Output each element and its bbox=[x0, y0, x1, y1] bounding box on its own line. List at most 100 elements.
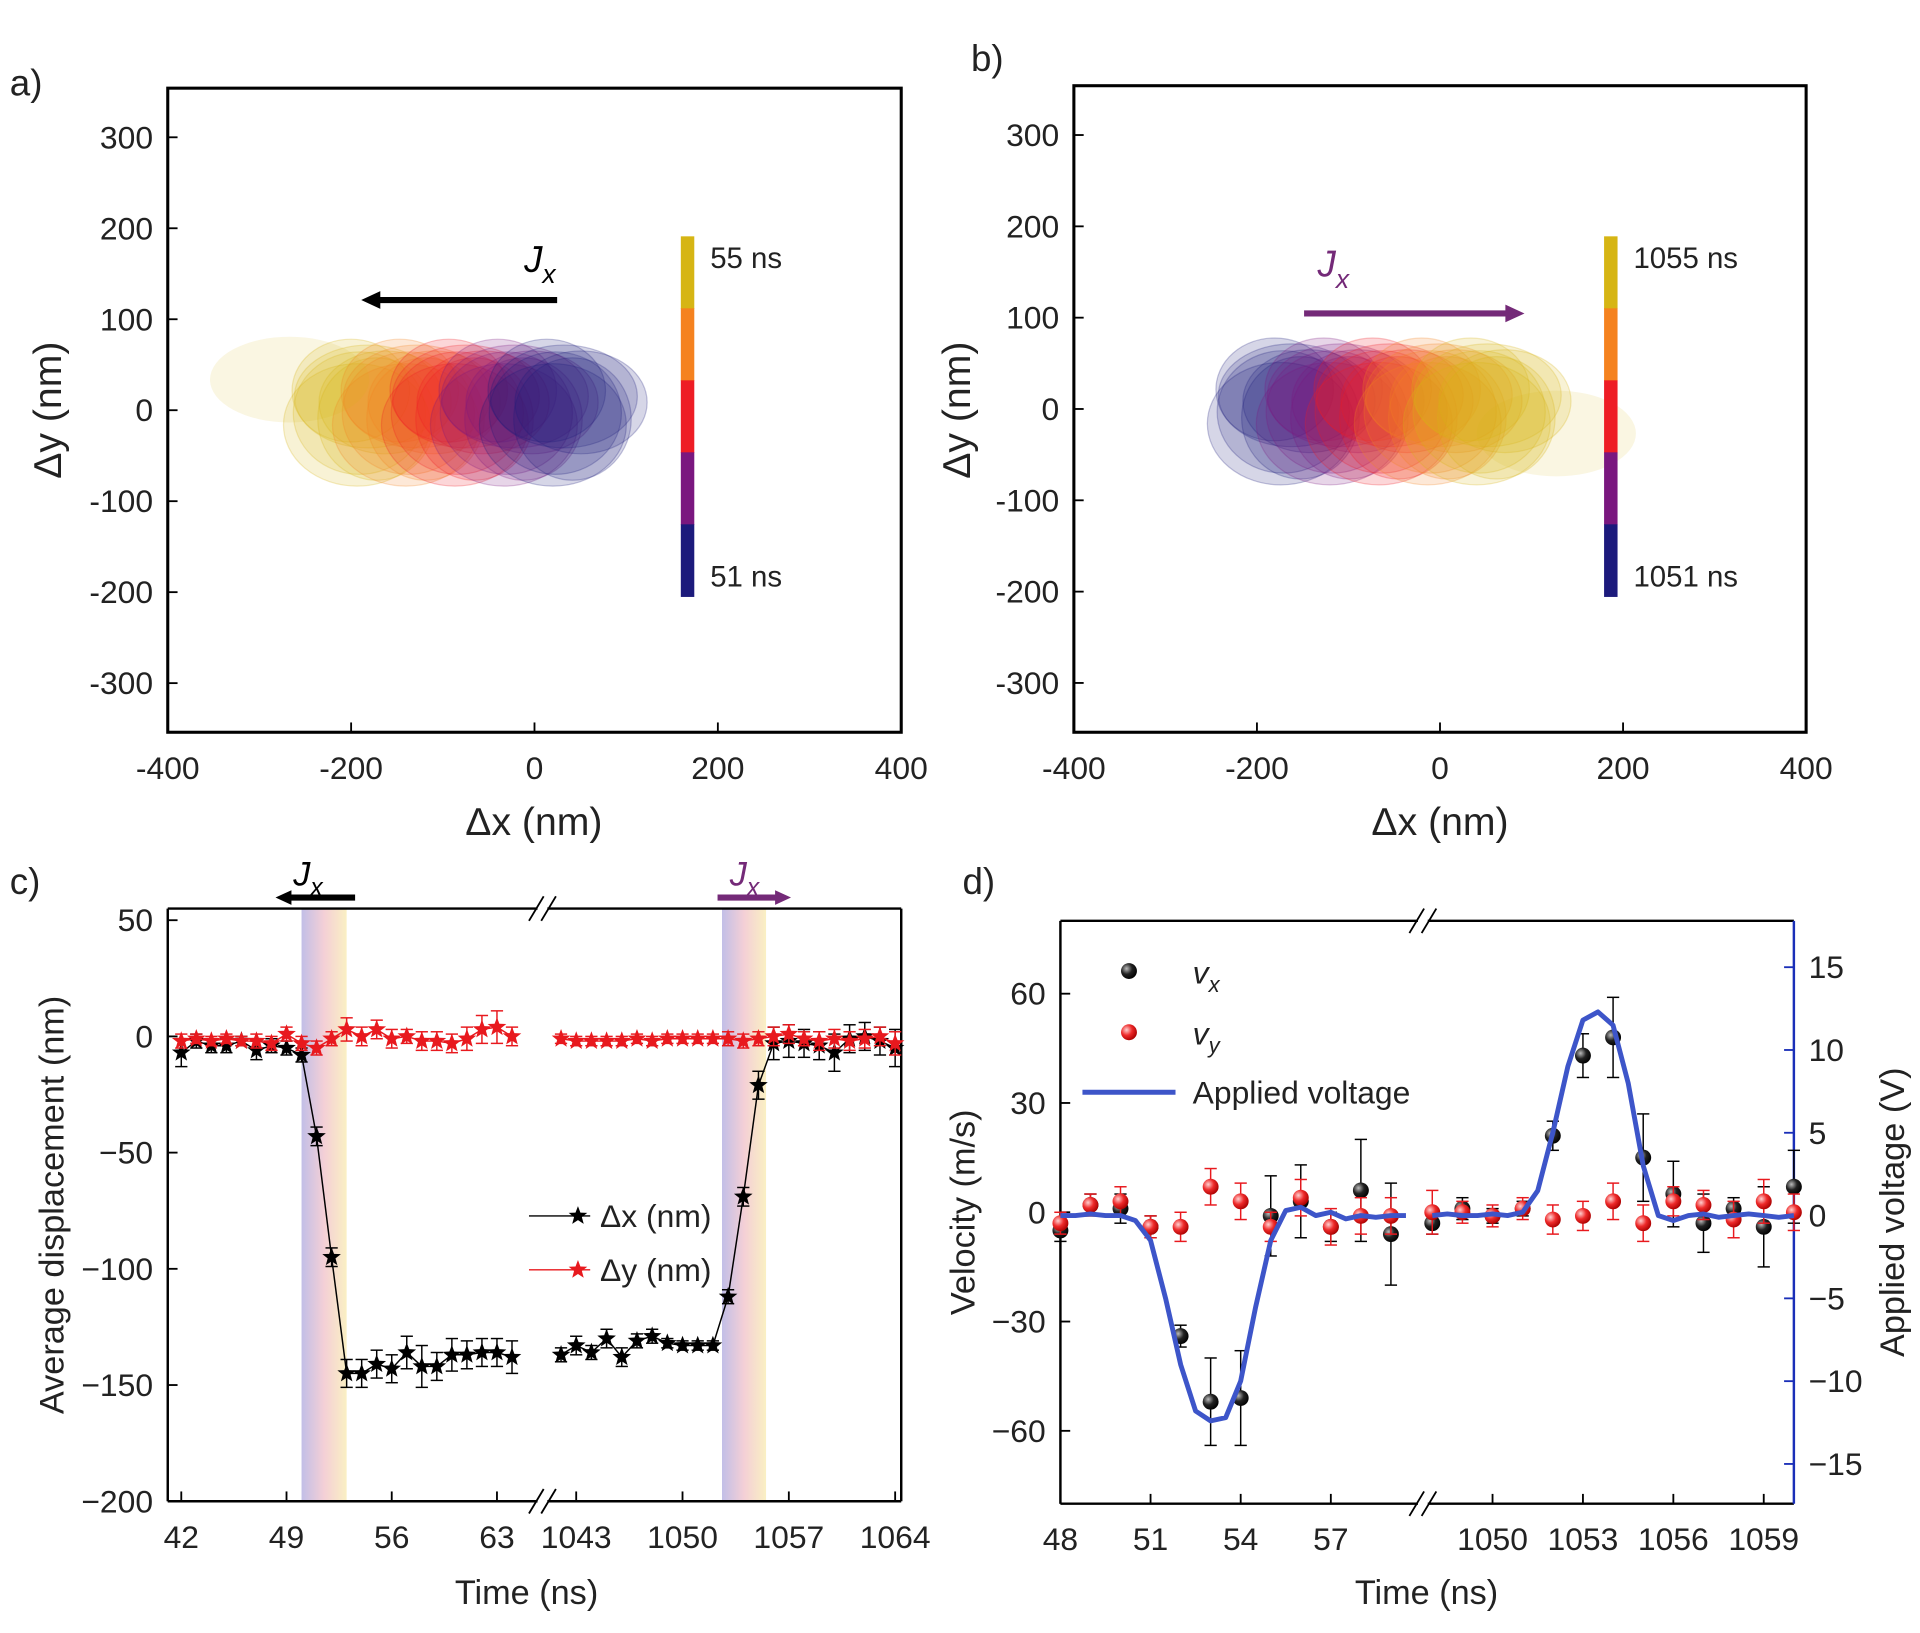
star-marker bbox=[688, 1335, 708, 1354]
domain-tail bbox=[210, 336, 370, 423]
domain-blob bbox=[317, 357, 436, 481]
domain-blob bbox=[391, 344, 540, 449]
arrow-head bbox=[1505, 304, 1525, 323]
domain-blob bbox=[1387, 355, 1507, 480]
domain-blob bbox=[514, 350, 648, 455]
domain-blob bbox=[1215, 337, 1335, 442]
point-marker bbox=[1605, 1193, 1622, 1210]
point-marker bbox=[1142, 1218, 1159, 1235]
domain-blob bbox=[429, 363, 578, 487]
domain-blob bbox=[1265, 350, 1399, 474]
star-marker bbox=[551, 1344, 571, 1363]
legend-label-sub: y bbox=[1207, 1033, 1222, 1058]
domain-blob bbox=[389, 338, 509, 443]
star-marker bbox=[627, 1331, 647, 1349]
domain-blob bbox=[1217, 343, 1366, 448]
colorbar-label: 1051 ns bbox=[1633, 561, 1738, 594]
annotation-sub: x bbox=[540, 259, 556, 289]
axis-break bbox=[1408, 908, 1425, 934]
star-marker bbox=[186, 1028, 206, 1047]
colorbar-band bbox=[1604, 452, 1618, 525]
domain-blob bbox=[1412, 350, 1546, 474]
domain-blob bbox=[478, 363, 627, 487]
star-marker bbox=[337, 1019, 356, 1038]
x-tick-label: 63 bbox=[479, 1519, 514, 1555]
star-marker bbox=[307, 1126, 326, 1145]
x-tick-label: 1043 bbox=[541, 1519, 612, 1555]
y-tick-label: 300 bbox=[1006, 117, 1059, 153]
point-marker bbox=[1695, 1197, 1712, 1213]
star-marker bbox=[749, 1075, 768, 1094]
x-tick-label: -200 bbox=[319, 750, 383, 786]
star-marker bbox=[749, 1028, 768, 1047]
star-marker bbox=[779, 1024, 799, 1043]
colorbar-band bbox=[680, 524, 695, 597]
star-marker bbox=[658, 1028, 677, 1047]
star-marker bbox=[582, 1342, 601, 1361]
y-tick-label: -300 bbox=[995, 665, 1059, 701]
x-axis-label: Δx (nm) bbox=[465, 801, 602, 844]
y-tick-label: -100 bbox=[995, 482, 1059, 518]
x-tick-label: 1056 bbox=[1638, 1521, 1709, 1557]
legend-label: vx bbox=[1193, 954, 1221, 997]
domain-blob bbox=[513, 357, 632, 481]
star-marker bbox=[764, 1026, 783, 1045]
annotation-main: J bbox=[1317, 244, 1337, 285]
x-tick-label: -200 bbox=[1225, 750, 1289, 786]
star-marker bbox=[277, 1024, 296, 1043]
annotation-main: J bbox=[523, 239, 543, 280]
domain-blob bbox=[292, 351, 427, 475]
domain-blob bbox=[1438, 349, 1572, 454]
annotation-text: Jx bbox=[292, 855, 324, 901]
domain-blob bbox=[340, 338, 460, 443]
domain-blob bbox=[1362, 337, 1482, 442]
pulse-band bbox=[301, 908, 347, 1502]
domain-blob bbox=[1291, 349, 1425, 454]
star-marker bbox=[171, 1031, 191, 1050]
star-marker bbox=[502, 1347, 522, 1366]
star-marker bbox=[322, 1028, 341, 1047]
arrow-head bbox=[275, 890, 292, 905]
y-tick-label: -300 bbox=[89, 665, 153, 701]
point-marker bbox=[1665, 1193, 1682, 1210]
y-tick-label: −50 bbox=[99, 1135, 153, 1171]
colorbar-band bbox=[1604, 380, 1618, 453]
point-marker bbox=[1635, 1215, 1652, 1232]
colorbar-band bbox=[680, 380, 695, 453]
domain-blob bbox=[1364, 343, 1513, 448]
axis-break bbox=[1420, 1490, 1438, 1517]
x-tick-label: 57 bbox=[1313, 1521, 1348, 1557]
star-marker bbox=[825, 1028, 844, 1047]
star-marker bbox=[412, 1031, 432, 1050]
star-marker bbox=[397, 1026, 417, 1045]
star-marker bbox=[442, 1344, 462, 1363]
x-tick-label: 49 bbox=[269, 1519, 304, 1555]
pulse-band bbox=[722, 908, 767, 1502]
y-tick-label: −30 bbox=[992, 1304, 1046, 1340]
domain-blob bbox=[1340, 349, 1474, 454]
legend-star bbox=[568, 1260, 588, 1278]
star-marker bbox=[673, 1028, 692, 1047]
y2-tick-label: 15 bbox=[1809, 949, 1844, 985]
star-marker bbox=[277, 1038, 296, 1057]
colorbar-band bbox=[1604, 524, 1618, 597]
domain-blob bbox=[291, 338, 411, 443]
domain-blob bbox=[1304, 361, 1453, 486]
star-marker bbox=[217, 1035, 236, 1054]
y-tick-label: 60 bbox=[1010, 976, 1045, 1012]
y-tick-label: -100 bbox=[89, 483, 153, 519]
y-axis-label: Δy (nm) bbox=[27, 342, 70, 479]
x-tick-label: 1053 bbox=[1548, 1521, 1619, 1557]
domain-blob bbox=[1290, 355, 1409, 480]
y-tick-label: 0 bbox=[1028, 1194, 1046, 1230]
star-marker bbox=[367, 1019, 387, 1038]
star-marker bbox=[337, 1363, 356, 1382]
star-marker bbox=[718, 1028, 738, 1047]
legend-label: Δx (nm) bbox=[600, 1198, 711, 1234]
y2-tick-label: −15 bbox=[1809, 1446, 1863, 1482]
colorbar-label: 51 ns bbox=[710, 561, 782, 594]
y2-tick-label: 5 bbox=[1809, 1115, 1827, 1151]
y-tick-label: 100 bbox=[100, 301, 153, 337]
colorbar-label: 1055 ns bbox=[1633, 242, 1738, 275]
y2-axis-label: Applied voltage (V) bbox=[1874, 1067, 1912, 1357]
